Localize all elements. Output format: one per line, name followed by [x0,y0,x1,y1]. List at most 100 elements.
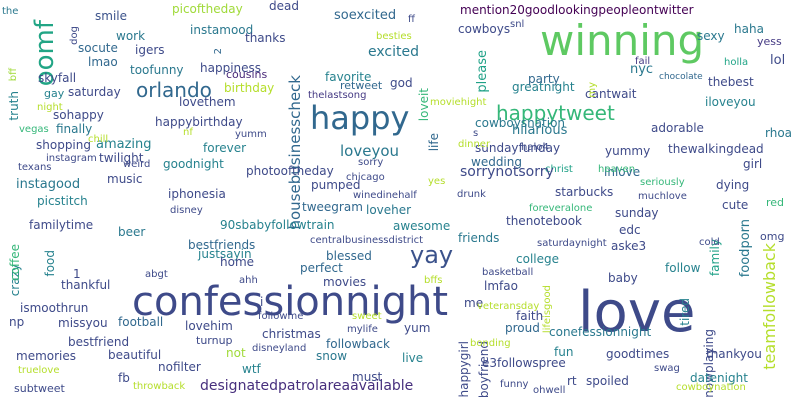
cloud-word: lovehim [185,319,233,333]
cloud-word: shopping [36,138,91,152]
cloud-word: ohwell [533,385,566,396]
cloud-word: nyc [630,62,654,77]
cloud-word: faith [516,309,544,323]
cloud-word: iphonesia [168,187,226,201]
cloud-word: mylife [347,324,378,335]
cloud-word: my [587,82,598,98]
cloud-word: happytweet [496,101,615,125]
cloud-word: nf [183,127,193,138]
cloud-word: confessionnight [132,279,449,325]
cloud-word: lifeisgood [542,285,553,334]
cloud-word: happy [310,99,410,137]
cloud-word: live [402,351,424,365]
cloud-word: throwback [133,381,186,392]
cloud-word: cowboynation [676,382,746,393]
cloud-word: amazing [96,137,152,152]
cloud-word: loveit [417,88,431,122]
cloud-word: starbucks [555,185,614,199]
cloud-word: sundayfunday [475,141,561,155]
cloud-word: subtweet [14,382,65,395]
cloud-word: twilight [99,151,144,165]
cloud-word: smile [95,9,127,23]
cloud-word: friends [458,231,500,245]
cloud-word: np [9,315,25,329]
cloud-word: turnup [196,334,233,347]
cloud-word: sunday [615,206,659,220]
cloud-word: missyou [58,316,108,330]
cloud-word: orlando [136,78,212,102]
cloud-word: sweet [352,311,382,322]
cloud-word: loveher [366,203,412,217]
cloud-word: dog [69,26,80,45]
cloud-word: bonding [470,338,511,349]
cloud-word: soexcited [334,8,397,23]
cloud-word: foreveralone [529,203,593,214]
cloud-word: instagood [16,177,81,192]
cloud-word: coffee [8,244,22,281]
cloud-word: chocolate [659,72,703,82]
cloud-word: work [116,29,146,43]
cloud-word: boyfriend [477,340,491,398]
cloud-word: swag [654,363,680,374]
cloud-word: home [220,255,255,269]
cloud-word: bffs [424,275,443,286]
cloud-word: disney [170,205,203,216]
cloud-word: yummy [605,144,651,158]
cloud-word: cold [699,237,720,248]
cloud-word: christ [545,164,573,175]
cloud-word: girl [743,157,763,171]
cloud-word: love [578,280,696,345]
cloud-word: seriously [640,177,685,188]
cloud-word: picstitch [37,194,88,208]
cloud-word: yay [410,241,454,269]
cloud-word: the [2,6,19,17]
cloud-word: follow [665,261,701,275]
cloud-word: 1 [73,267,81,281]
cloud-word: movies [323,275,367,289]
cloud-word: snl [510,19,525,30]
cloud-word: datenight [690,371,748,385]
cloud-word: excited [368,44,419,60]
cloud-word: dead [269,0,299,13]
cloud-word: finally [56,122,93,136]
cloud-word: memories [16,349,77,363]
cloud-word: edc [619,223,641,237]
cloud-word: night [37,102,63,113]
cloud-word: retweet [340,79,383,92]
cloud-word: abgt [145,269,168,280]
cloud-word: snow [316,349,348,363]
cloud-word: baby [608,271,638,285]
cloud-word: designatedpatrolareaavailable [200,378,414,394]
cloud-word: dying [716,178,750,192]
cloud-word: thebest [708,75,754,89]
cloud-word: nofilter [158,360,201,374]
cloud-word: haha [734,22,764,36]
cloud-word: chill [88,134,109,145]
cloud-word: housebusinesscheck [286,75,304,230]
cloud-word: thankyou [706,347,762,361]
cloud-word: music [107,172,143,186]
cloud-word: bff [8,68,19,82]
cloud-word: not [226,346,246,360]
cloud-word: hilarious [512,123,568,138]
cloud-word: sohappy [53,108,104,122]
cloud-word: muchlove [638,191,687,202]
cloud-word: thenotebook [506,214,582,228]
cloud-word: truelove [18,365,60,376]
cloud-word: proud [505,321,540,335]
cloud-word: pumped [311,178,361,192]
cloud-word: favorite [325,70,372,84]
cloud-word: life [427,133,441,152]
cloud-word: college [516,252,559,266]
cloud-word: tired [678,298,692,326]
cloud-word: adorable [651,121,704,135]
cloud-word: inlove [604,165,641,179]
cloud-word: sexy [697,29,725,43]
cloud-word: halo4 [521,142,549,153]
cloud-word: yes [428,176,446,187]
cloud-word: wedding [471,155,522,169]
cloud-word: 2 [213,48,224,55]
cloud-word: lol [770,53,786,68]
cloud-word: disneyland [252,343,307,354]
cloud-word: saturday [68,85,121,99]
